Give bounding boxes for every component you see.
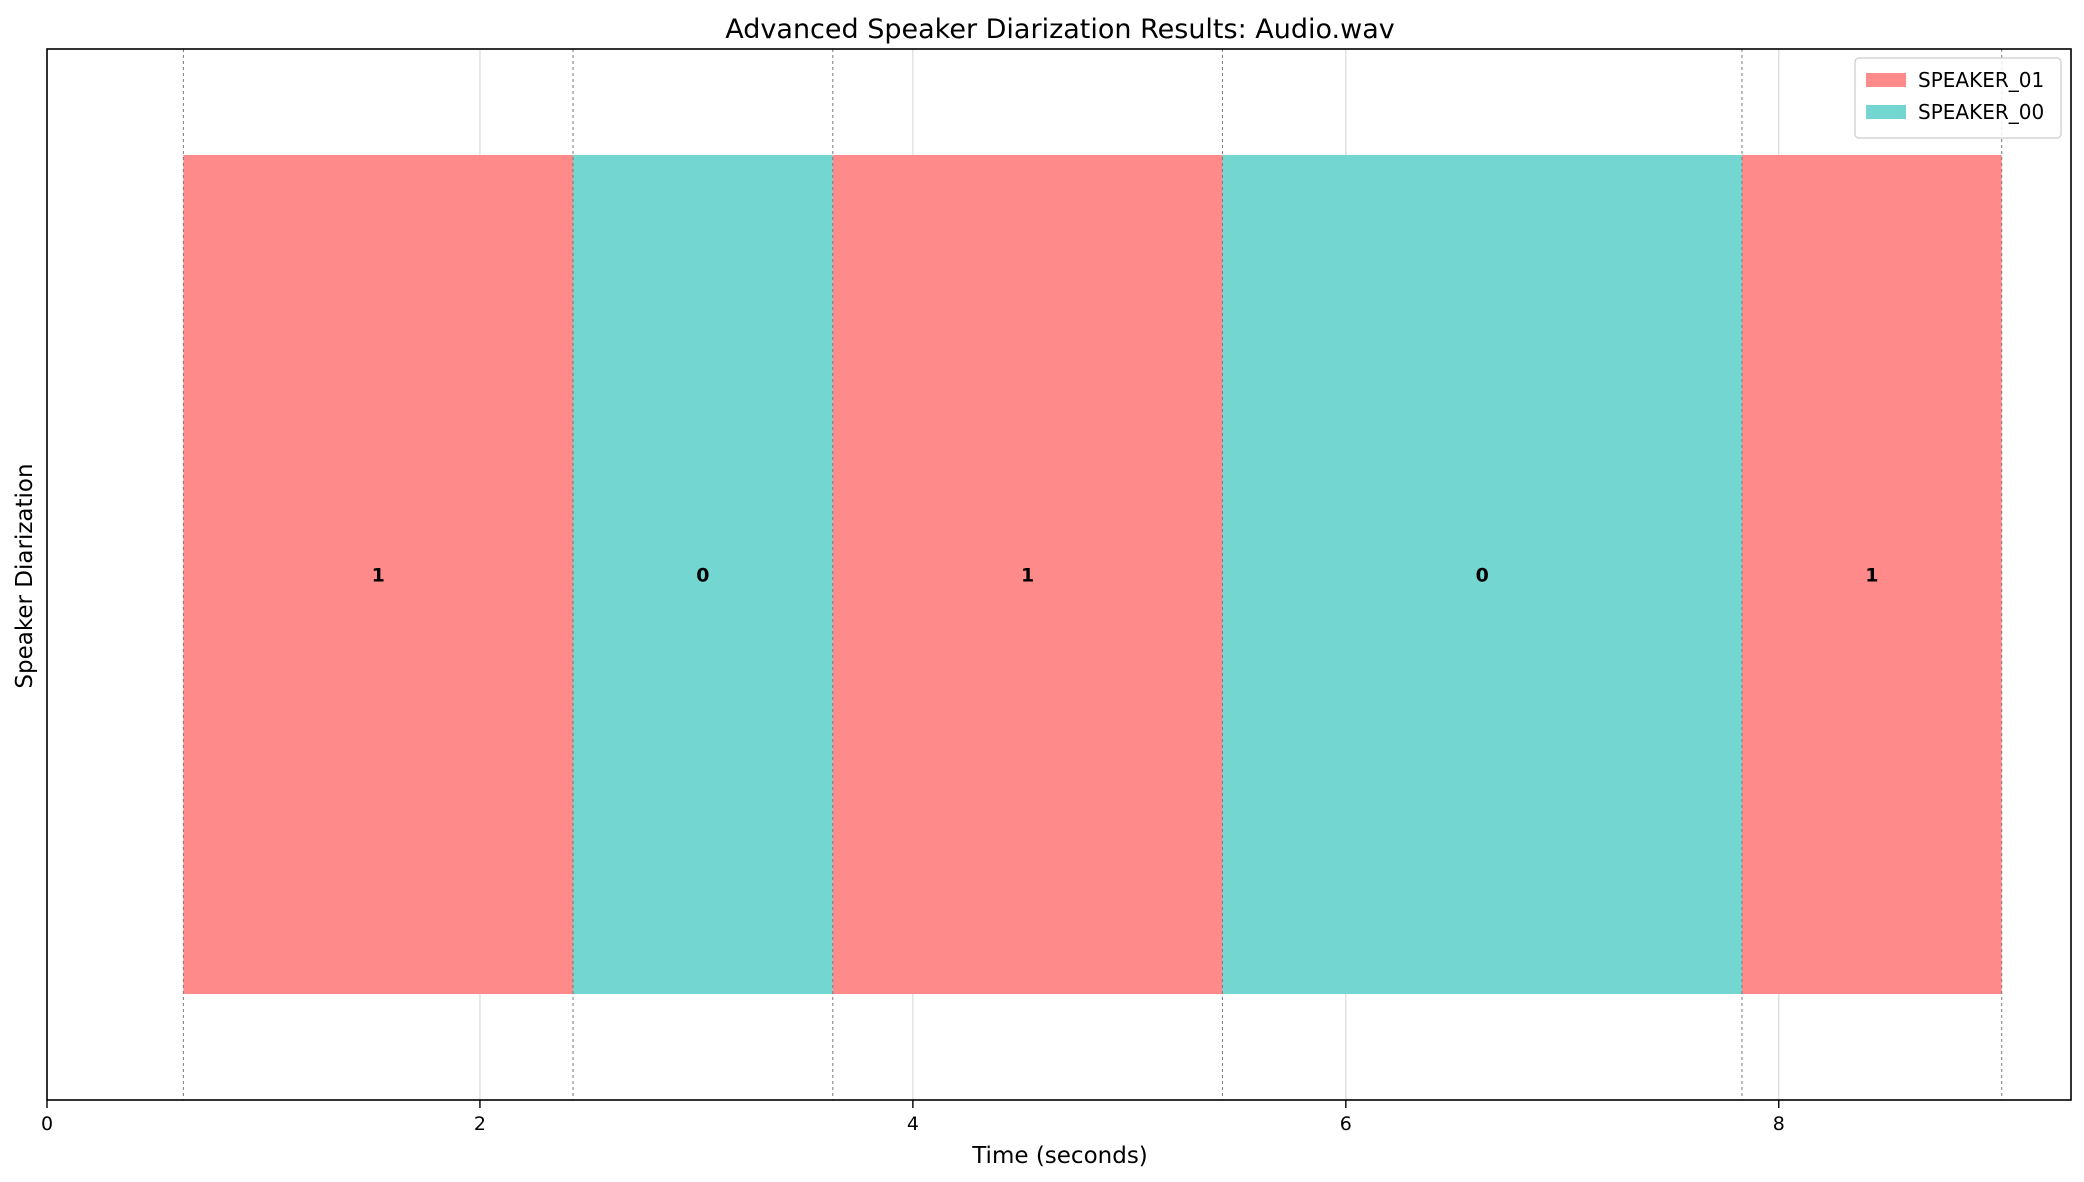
x-tick-label: 4 (907, 1113, 919, 1135)
x-axis: 0 2 4 6 8 (41, 1100, 1785, 1135)
x-axis-label: Time (seconds) (971, 1143, 1148, 1169)
segment-bar (1741, 155, 2002, 994)
legend-swatch (1866, 105, 1906, 119)
segment-labels: 1 0 1 0 1 (372, 565, 1879, 587)
segment-bar (1222, 155, 1742, 994)
legend-box (1854, 57, 2062, 139)
segment-label: 1 (372, 565, 385, 587)
segment-label: 0 (696, 565, 709, 587)
x-tick-label: 8 (1773, 1113, 1785, 1135)
legend-swatch (1866, 73, 1906, 87)
chart-title: Advanced Speaker Diarization Results: Au… (725, 14, 1394, 45)
segment-bar (573, 155, 833, 994)
legend-entry: SPEAKER_01 (1918, 68, 2044, 92)
segment-label: 1 (1021, 565, 1034, 587)
x-tick-label: 6 (1340, 1113, 1352, 1135)
segment-bar (832, 155, 1223, 994)
legend: SPEAKER_01 SPEAKER_00 (1854, 57, 2062, 139)
segment-bar (183, 155, 574, 994)
segment-label: 1 (1865, 565, 1878, 587)
legend-entry: SPEAKER_00 (1918, 100, 2044, 124)
plot-frame (46, 48, 2072, 1101)
segments (183, 155, 2002, 994)
x-tick-label: 2 (474, 1113, 486, 1135)
segment-label: 0 (1476, 565, 1489, 587)
x-tick-label: 0 (41, 1113, 53, 1135)
y-axis-label: Speaker Diarization (12, 463, 38, 688)
segment-boundaries (182, 49, 2003, 1100)
